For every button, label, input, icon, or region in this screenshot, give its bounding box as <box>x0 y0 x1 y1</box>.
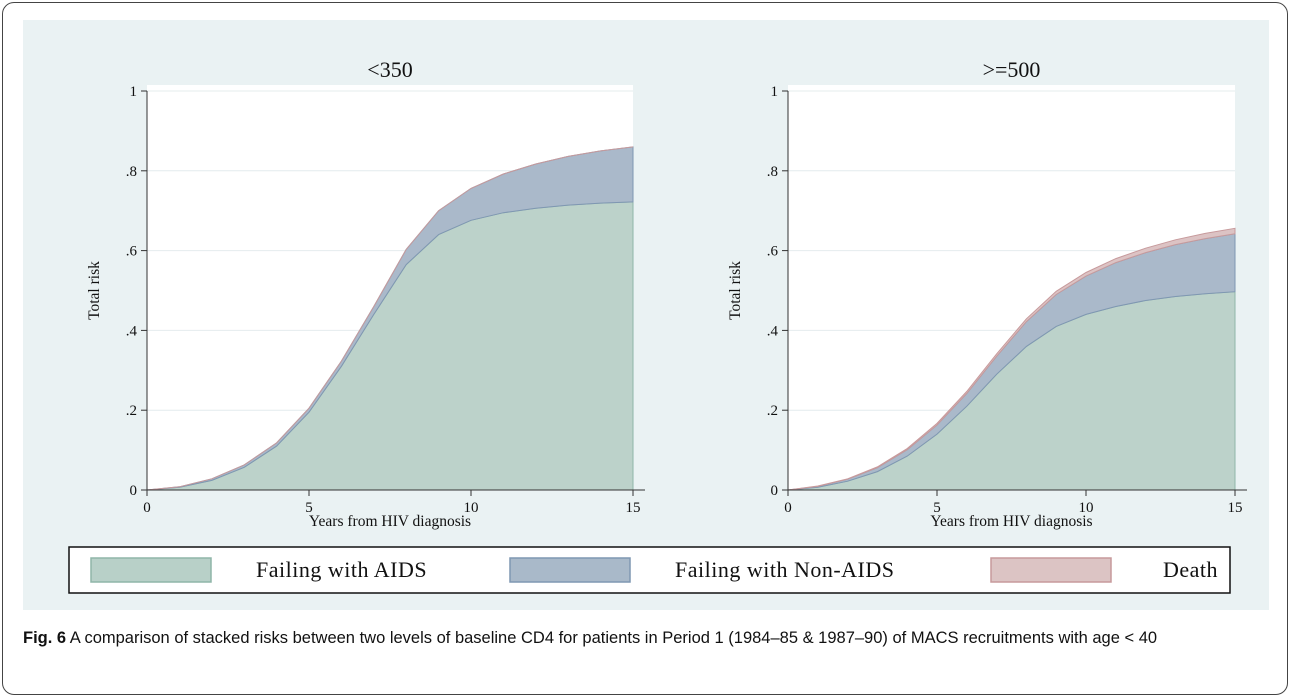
left-xaxis-title: Years from HIV diagnosis <box>309 513 471 530</box>
left-ytick-label: 1 <box>130 84 138 100</box>
right-yaxis-title: Total risk <box>727 261 744 320</box>
left-xtick-label: 15 <box>626 500 641 516</box>
caption-text: A comparison of stacked risks between tw… <box>66 629 1158 647</box>
right-ytick-label: .2 <box>767 403 778 419</box>
right-ytick-label: .6 <box>767 244 779 260</box>
left-ytick-label: .8 <box>126 164 137 180</box>
legend-key-failing-with-non-aids <box>509 557 631 583</box>
figure-caption: Fig. 6 A comparison of stacked risks bet… <box>23 626 1269 651</box>
left-ytick-label: .6 <box>126 244 138 260</box>
right-ytick-label: .8 <box>767 164 778 180</box>
right-xtick-label: 15 <box>1228 500 1243 516</box>
legend-label-death: Death <box>1163 557 1218 582</box>
left-xtick-label: 5 <box>305 500 313 516</box>
right-xtick-label: 5 <box>933 500 941 516</box>
left-ytick-label: .2 <box>126 403 137 419</box>
right-xtick-label: 10 <box>1079 500 1094 516</box>
right-ytick-label: .4 <box>767 323 779 339</box>
legend-key-death <box>990 557 1112 583</box>
left-ytick-label: 0 <box>130 483 138 499</box>
caption-label: Fig. 6 <box>23 629 67 647</box>
legend-label-failing-with-non-aids: Failing with Non-AIDS <box>675 557 895 582</box>
figure-panel: 0.2.4.6.8 1 0 5 10 15 Years from HIV diagnosis… <box>23 20 1269 610</box>
legend: Failing with AIDS Failing with Non-AIDS De… <box>68 546 1231 594</box>
left-xtick-label: 10 <box>464 500 479 516</box>
right-panel-title: >=500 <box>983 57 1041 82</box>
left-xtick-label: 0 <box>143 500 151 516</box>
right-area-death <box>787 227 1236 491</box>
legend-label-failing-with-aids: Failing with AIDS <box>256 557 427 582</box>
left-panel-title: <350 <box>367 57 412 82</box>
left-yaxis-title: Total risk <box>86 261 103 320</box>
left-ytick-label: .4 <box>126 323 138 339</box>
right-ytick-label: 0 <box>771 483 779 499</box>
right-xtick-label: 0 <box>784 500 792 516</box>
right-ytick-label: 1 <box>771 84 779 100</box>
right-xaxis-title: Years from HIV diagnosis <box>930 513 1092 530</box>
legend-key-failing-with-aids <box>90 557 212 583</box>
